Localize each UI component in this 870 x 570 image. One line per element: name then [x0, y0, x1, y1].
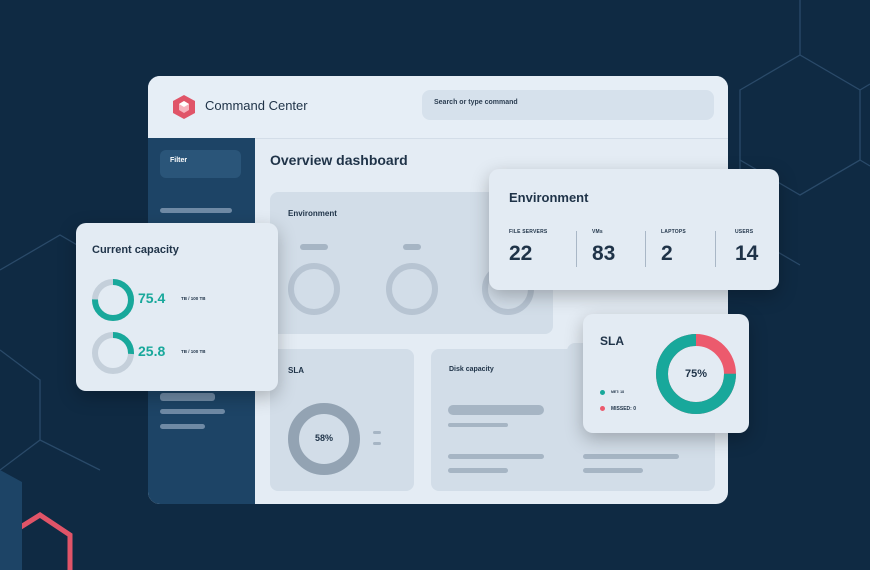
disk-capacity-label: Disk capacity — [449, 366, 494, 373]
environment-card-title: Environment — [509, 190, 589, 205]
filter-label: Filter — [170, 157, 188, 164]
capacity-donut-2 — [92, 332, 134, 374]
placeholder-bar — [403, 244, 421, 250]
stat-value-laptops: 2 — [661, 242, 673, 265]
capacity-unit-1: TB / 100 TB — [181, 296, 206, 301]
sla-card-title: SLA — [600, 334, 624, 348]
sidebar-item[interactable] — [160, 424, 205, 429]
stat-label-file-servers: FILE SERVERS — [509, 229, 548, 235]
stat-divider — [645, 231, 646, 267]
placeholder-bar — [448, 423, 508, 427]
stat-label-users: USERS — [735, 229, 754, 235]
search-input[interactable]: Search or type command — [422, 90, 714, 120]
placeholder-bar — [300, 244, 328, 250]
sidebar-item[interactable] — [160, 208, 232, 213]
placeholder-bar — [448, 405, 544, 415]
placeholder-ring — [386, 263, 438, 315]
app-window: Command Center Search or type command Fi… — [148, 76, 728, 504]
sla-donut-arc — [656, 334, 736, 414]
placeholder-ring — [288, 263, 340, 315]
search-placeholder: Search or type command — [434, 99, 518, 106]
command-center-logo-icon — [173, 95, 195, 119]
legend-dot-missed — [600, 406, 605, 411]
sla-panel: SLA 58% — [270, 349, 414, 491]
sla-donut — [656, 334, 736, 414]
app-title: Command Center — [205, 98, 308, 113]
capacity-donut-2-arc — [92, 332, 134, 374]
capacity-donut-1 — [92, 279, 134, 321]
capacity-value-2: 25.8 — [138, 343, 166, 359]
sla-ring — [288, 403, 360, 475]
placeholder-bar — [373, 431, 381, 434]
stat-label-laptops: LAPTOPS — [661, 229, 686, 235]
sidebar-item[interactable] — [160, 409, 225, 414]
top-bar: Command Center Search or type command — [148, 76, 728, 139]
legend-met: MET: 18 — [611, 390, 625, 394]
environment-card: Environment FILE SERVERS 22 VMs 83 LAPTO… — [489, 169, 779, 290]
current-capacity-title: Current capacity — [92, 244, 179, 256]
capacity-unit-2: TB / 100 TB — [181, 349, 206, 354]
stat-divider — [576, 231, 577, 267]
stat-label-vms: VMs — [592, 229, 603, 235]
stat-divider — [715, 231, 716, 267]
placeholder-bar — [448, 454, 544, 459]
sla-panel-label: SLA — [288, 366, 304, 375]
environment-panel-label: Environment — [288, 209, 337, 218]
sla-panel-value: 58% — [314, 433, 333, 443]
sla-card: SLA MET: 18 MISSED: 0 75% — [583, 314, 749, 433]
current-capacity-card: Current capacity 75.4 TB / 100 TB 25.8 T… — [76, 223, 278, 391]
stat-value-users: 14 — [735, 242, 759, 265]
placeholder-bar — [448, 468, 508, 473]
placeholder-bar — [583, 468, 643, 473]
placeholder-bar — [373, 442, 381, 445]
legend-missed: MISSED: 0 — [611, 406, 637, 412]
page-title: Overview dashboard — [270, 152, 408, 168]
placeholder-bar — [583, 454, 679, 459]
sla-card-value: 75% — [684, 368, 708, 380]
capacity-donut-1-arc — [92, 279, 134, 321]
legend-dot-met — [600, 390, 605, 395]
filter-button[interactable]: Filter — [160, 150, 241, 178]
sidebar-item[interactable] — [160, 393, 215, 401]
capacity-value-1: 75.4 — [138, 290, 166, 306]
stat-value-vms: 83 — [592, 242, 616, 265]
stat-value-file-servers: 22 — [509, 242, 533, 265]
